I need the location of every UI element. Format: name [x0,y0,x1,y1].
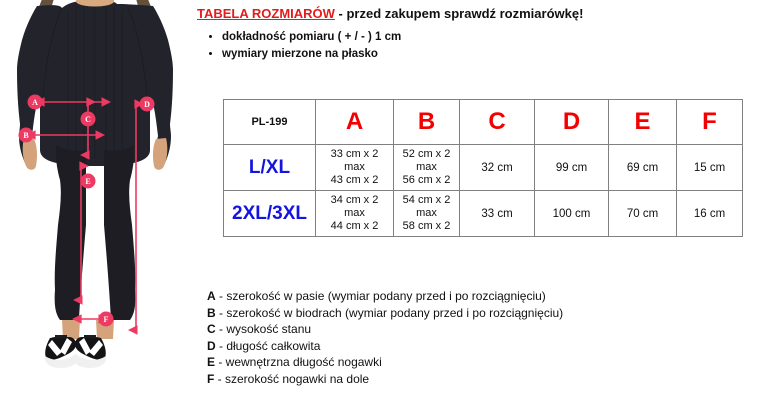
svg-text:C: C [85,115,91,124]
svg-text:B: B [23,131,29,140]
svg-text:D: D [144,100,150,109]
svg-text:E: E [85,177,90,186]
svg-text:F: F [104,315,109,324]
svg-text:A: A [32,98,38,107]
